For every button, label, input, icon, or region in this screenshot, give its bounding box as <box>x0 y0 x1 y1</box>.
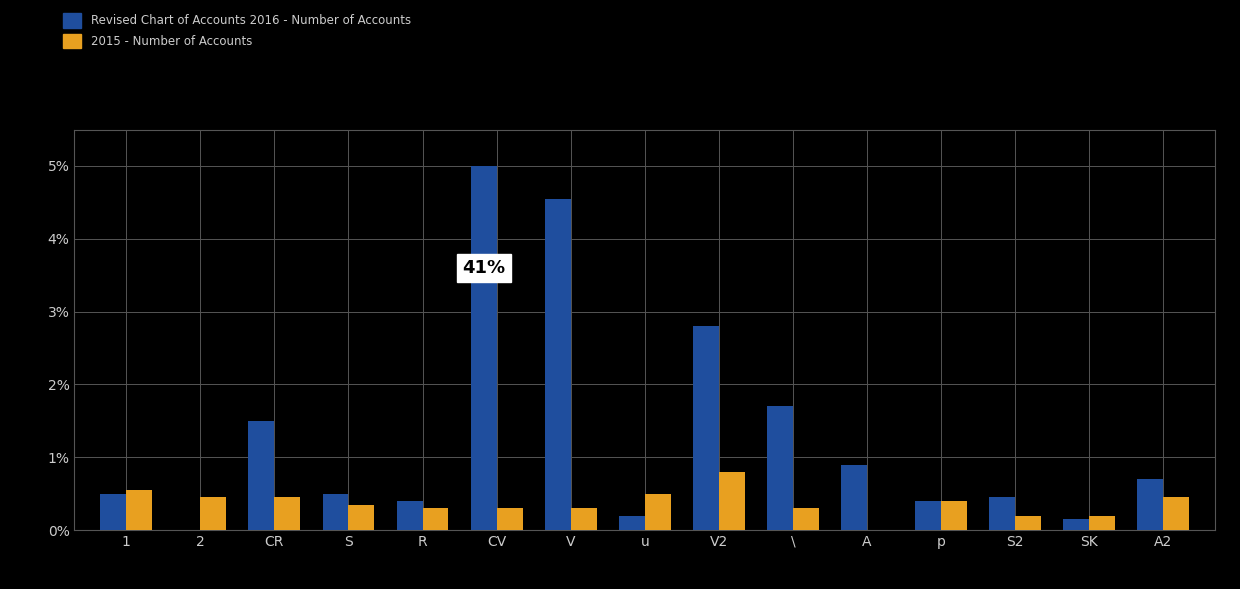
Bar <box>1064 519 1089 530</box>
Bar <box>100 494 126 530</box>
Bar <box>1016 515 1042 530</box>
Bar <box>423 508 449 530</box>
Bar <box>1163 497 1189 530</box>
Bar <box>570 508 596 530</box>
Bar <box>397 501 423 530</box>
Bar <box>990 497 1016 530</box>
Bar <box>274 497 300 530</box>
Bar <box>719 472 745 530</box>
Bar <box>348 505 374 530</box>
Bar <box>497 508 522 530</box>
Bar <box>841 465 867 530</box>
Bar <box>471 166 497 530</box>
Bar <box>248 421 274 530</box>
Bar <box>915 501 941 530</box>
Bar <box>941 501 967 530</box>
Bar <box>544 198 570 530</box>
Legend: Revised Chart of Accounts 2016 - Number of Accounts, 2015 - Number of Accounts: Revised Chart of Accounts 2016 - Number … <box>57 7 417 54</box>
Bar <box>201 497 226 530</box>
Text: 41%: 41% <box>463 259 505 277</box>
Bar <box>645 494 671 530</box>
Bar <box>1089 515 1115 530</box>
Bar <box>126 490 153 530</box>
Bar <box>1137 479 1163 530</box>
Bar <box>792 508 818 530</box>
Bar <box>322 494 348 530</box>
Bar <box>619 515 645 530</box>
Bar <box>693 326 719 530</box>
Bar <box>768 406 792 530</box>
